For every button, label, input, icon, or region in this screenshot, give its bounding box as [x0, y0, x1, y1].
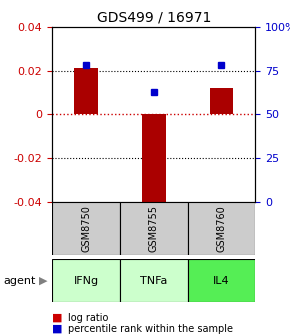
Text: ■: ■: [52, 312, 63, 323]
Title: GDS499 / 16971: GDS499 / 16971: [97, 10, 211, 24]
Bar: [188, 202, 255, 255]
Text: ■: ■: [52, 324, 63, 334]
Bar: [74, 69, 98, 114]
Bar: [188, 259, 255, 302]
Text: GSM8750: GSM8750: [81, 205, 91, 252]
Text: GSM8755: GSM8755: [149, 205, 159, 252]
Text: IL4: IL4: [213, 276, 230, 286]
Text: TNFa: TNFa: [140, 276, 167, 286]
Text: percentile rank within the sample: percentile rank within the sample: [68, 324, 233, 334]
Bar: [142, 114, 166, 210]
Text: log ratio: log ratio: [68, 312, 108, 323]
Bar: [209, 88, 233, 114]
Bar: [52, 259, 120, 302]
Bar: [52, 202, 120, 255]
Bar: [120, 202, 188, 255]
Text: GSM8760: GSM8760: [216, 205, 226, 252]
Text: agent: agent: [3, 276, 35, 286]
Bar: [120, 259, 188, 302]
Text: IFNg: IFNg: [73, 276, 99, 286]
Text: ▶: ▶: [39, 276, 48, 286]
